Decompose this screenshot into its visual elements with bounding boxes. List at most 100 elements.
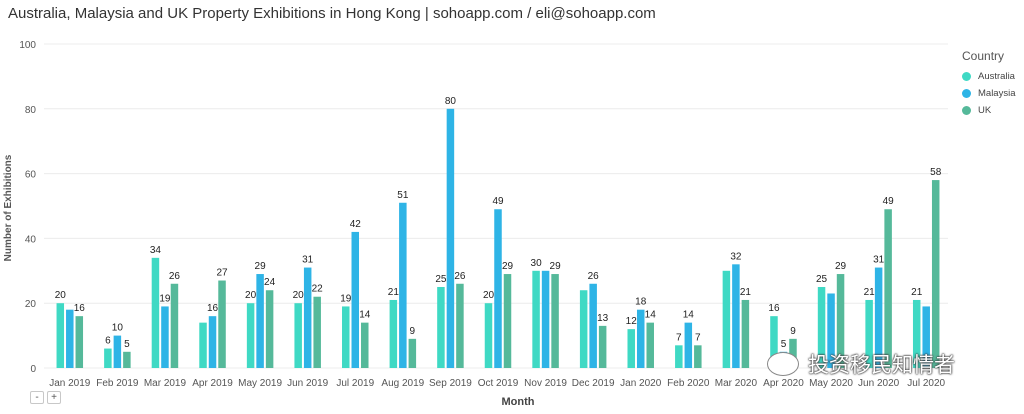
bar-australia [484, 303, 493, 368]
bar-uk [694, 345, 702, 368]
x-tick-label: May 2020 [809, 378, 853, 389]
legend-label: UK [978, 105, 992, 116]
bar-uk [551, 274, 559, 368]
x-tick-label: Jan 2020 [620, 378, 662, 389]
data-label: 9 [410, 326, 416, 337]
legend-items: Australia Malaysia UK [962, 68, 1016, 119]
data-label: 7 [695, 332, 701, 343]
data-label: 34 [150, 245, 162, 256]
y-tick-label: 100 [19, 40, 36, 51]
data-label: 16 [74, 303, 86, 314]
x-tick-label: Mar 2020 [715, 378, 758, 389]
x-tick-label: Oct 2019 [478, 378, 519, 389]
legend-label: Malaysia [978, 88, 1016, 99]
data-label: 21 [911, 287, 923, 298]
bar-uk [884, 209, 892, 368]
bar-malaysia [303, 267, 312, 368]
bar-australia [199, 322, 207, 368]
watermark: 投资移民知情者 [768, 349, 955, 379]
data-label: 20 [293, 290, 305, 301]
data-label: 14 [359, 310, 371, 321]
wechat-logo-icon [768, 353, 798, 375]
bar-australia [675, 345, 683, 368]
bar-australia [437, 287, 445, 368]
y-axis-label: Number of Exhibitions [3, 154, 14, 261]
data-label: 21 [388, 287, 400, 298]
data-label: 29 [835, 261, 847, 272]
bar-uk [313, 296, 321, 368]
data-label: 32 [730, 251, 742, 262]
bar-malaysia [589, 283, 597, 368]
bar-malaysia [494, 209, 502, 368]
x-tick-label: Apr 2020 [763, 378, 804, 389]
data-label: 26 [588, 271, 600, 282]
data-label: 58 [930, 167, 942, 178]
bar-uk [789, 338, 797, 368]
legend-item-australia[interactable]: Australia [962, 68, 1016, 85]
bar-malaysia [922, 306, 930, 368]
data-label: 7 [676, 332, 682, 343]
data-label: 10 [112, 323, 124, 334]
bar-malaysia [446, 108, 455, 369]
bar-uk [931, 180, 940, 368]
data-label: 30 [531, 258, 543, 269]
zoom-out-button[interactable]: - [30, 391, 44, 404]
zoom-in-button[interactable]: + [47, 391, 61, 404]
bar-malaysia [161, 306, 169, 368]
bar-malaysia [732, 264, 740, 368]
data-label: 22 [312, 284, 324, 295]
x-tick-label: Dec 2019 [572, 378, 615, 389]
data-label: 31 [302, 255, 314, 266]
bar-uk [75, 316, 84, 368]
bar-australia [627, 329, 635, 368]
data-label: 19 [159, 293, 171, 304]
bar-malaysia [113, 335, 122, 368]
data-label: 25 [435, 274, 447, 285]
data-label: 9 [790, 326, 796, 337]
bar-uk [598, 325, 607, 368]
legend-item-malaysia[interactable]: Malaysia [962, 85, 1016, 102]
data-label: 20 [245, 290, 257, 301]
x-tick-label: Feb 2019 [96, 378, 139, 389]
bar-malaysia [827, 293, 835, 368]
bar-australia [532, 270, 540, 368]
bar-australia [56, 303, 65, 368]
legend-swatch [962, 72, 971, 81]
bar-uk [646, 322, 654, 368]
data-label: 51 [397, 190, 409, 201]
bar-uk [741, 299, 750, 368]
x-tick-label: Nov 2019 [524, 378, 567, 389]
chart-title: Australia, Malaysia and UK Property Exhi… [8, 5, 656, 22]
bar-uk [408, 338, 417, 368]
bar-uk [218, 280, 226, 368]
bar-australia [722, 270, 731, 368]
x-axis-label: Month [502, 396, 535, 408]
data-label: 12 [626, 316, 638, 327]
legend-item-uk[interactable]: UK [962, 102, 1016, 119]
bar-australia [865, 299, 873, 368]
data-label: 25 [816, 274, 828, 285]
x-tick-label: Jul 2019 [336, 378, 374, 389]
data-label: 21 [740, 287, 752, 298]
legend-swatch [962, 89, 971, 98]
x-tick-label: Apr 2019 [192, 378, 233, 389]
data-label: 29 [502, 261, 514, 272]
x-tick-label: May 2019 [238, 378, 282, 389]
data-label: 16 [768, 303, 780, 314]
bar-malaysia [874, 267, 883, 368]
data-label: 29 [550, 261, 562, 272]
data-label: 18 [635, 297, 647, 308]
bar-uk [456, 283, 464, 368]
legend-swatch [962, 106, 971, 115]
bar-australia [579, 290, 588, 368]
bar-australia [389, 299, 398, 368]
data-label: 6 [105, 336, 111, 347]
bar-uk [503, 274, 512, 368]
bar-uk [265, 290, 274, 368]
x-tick-label: Jun 2019 [287, 378, 329, 389]
bar-malaysia [541, 270, 550, 368]
bar-uk [123, 351, 131, 368]
data-label: 27 [216, 268, 228, 279]
bar-australia [342, 306, 350, 368]
bar-australia [912, 299, 921, 368]
